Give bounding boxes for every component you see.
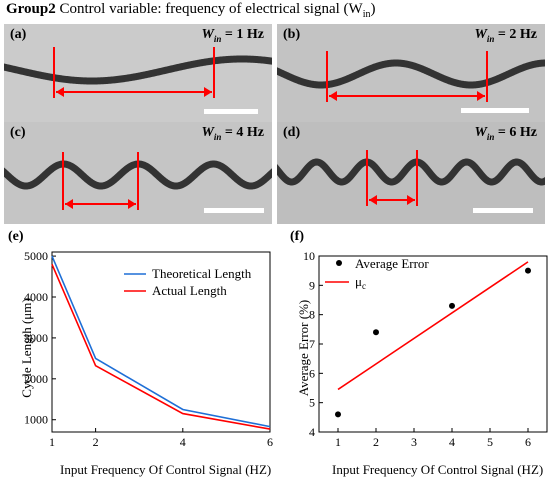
fit-line xyxy=(337,261,529,391)
w-value-a: = 1 Hz xyxy=(221,27,264,42)
chart-f-xtick-label: 3 xyxy=(411,435,417,449)
panel-label-d: (d) xyxy=(283,125,301,140)
chart-f-plot-frame xyxy=(318,255,548,433)
micrograph-panel-c: (c) Win = 4 Hz xyxy=(4,122,272,224)
scatter-point xyxy=(373,329,379,336)
micrograph-panel-b: (b) Win = 2 Hz xyxy=(277,24,545,126)
chart-e-ylabel: Cycle Length (μm) xyxy=(19,298,34,398)
chart-f-ytick-label: 7 xyxy=(309,337,315,351)
legend-label-fit: μc xyxy=(355,274,366,291)
micrograph-panel-d: (d) Win = 6 Hz xyxy=(277,122,545,224)
chart-label-f: (f) xyxy=(290,229,304,244)
frequency-label-a: Win = 1 Hz xyxy=(201,27,264,44)
scale-bar-2 xyxy=(204,208,264,213)
w-sub-c: in xyxy=(213,131,222,142)
scatter-point xyxy=(335,411,341,418)
w-value-d: = 6 Hz xyxy=(494,125,537,140)
arrowhead-left-0 xyxy=(56,87,64,97)
fiber-0 xyxy=(4,55,272,85)
fiber-drawing-c xyxy=(4,152,272,213)
panel-label-b: (b) xyxy=(283,27,301,42)
chart-e-xtick-label: 1 xyxy=(49,435,55,449)
series-line-theoretical xyxy=(51,255,271,428)
chart-e-ytick-label: 5000 xyxy=(24,249,48,263)
chart-e-xtick-label: 2 xyxy=(93,435,99,449)
frequency-label-d: Win = 6 Hz xyxy=(474,125,537,142)
scatter-point xyxy=(525,267,531,274)
chart-f-ylabel: Average Error (%) xyxy=(296,299,311,397)
arrowhead-left-1 xyxy=(329,91,337,101)
chart-e-xtick-label: 4 xyxy=(180,435,186,449)
figure-title-group: Group2 xyxy=(6,1,56,17)
chart-f-ytick-label: 8 xyxy=(309,308,315,322)
w-sub-b: in xyxy=(486,33,495,44)
chart-f-ytick-label: 9 xyxy=(309,278,315,292)
micrograph-panel-a: (a) Win = 1 Hz xyxy=(4,24,272,126)
scale-bar-3 xyxy=(473,208,533,213)
chart-e-ytick-label: 1000 xyxy=(24,413,48,427)
w-symbol-d: W xyxy=(474,125,487,140)
legend-label-0: Theoretical Length xyxy=(152,266,252,281)
legend-label-1: Actual Length xyxy=(152,283,227,298)
series-line-actual xyxy=(51,263,271,430)
figure-title: Group2 Control variable: frequency of el… xyxy=(6,1,375,20)
w-value-c: = 4 Hz xyxy=(221,125,264,140)
scale-bar-0 xyxy=(204,109,258,114)
figure-title-close: ) xyxy=(370,1,376,17)
scale-bar-1 xyxy=(461,108,529,113)
chart-f-xtick-label: 2 xyxy=(373,435,379,449)
arrowhead-right-2 xyxy=(128,199,136,209)
arrowhead-right-1 xyxy=(477,91,485,101)
arrowhead-left-2 xyxy=(65,199,73,209)
figure-title-sub: in xyxy=(362,9,371,20)
chart-f-ytick-label: 6 xyxy=(309,366,315,380)
frequency-label-b: Win = 2 Hz xyxy=(474,27,537,44)
w-symbol-a: W xyxy=(201,27,214,42)
w-sub-a: in xyxy=(213,33,222,44)
panel-label-c: (c) xyxy=(10,125,26,140)
chart-e-plot-frame xyxy=(51,251,271,433)
scatter-point xyxy=(449,302,455,309)
average-error-chart: 1 2 3 4 5 6 4 5 6 7 8 9 10 Average Error μc xyxy=(303,249,548,449)
chart-f-xtick-label: 1 xyxy=(335,435,341,449)
arrowhead-right-3 xyxy=(407,195,415,205)
chart-e-xtick-label: 6 xyxy=(267,435,273,449)
chart-e-ytick-label: 3000 xyxy=(24,331,48,345)
frequency-label-c: Win = 4 Hz xyxy=(201,125,264,142)
legend-label-average-error: Average Error xyxy=(355,256,429,271)
figure-title-text: Control variable: frequency of electrica… xyxy=(55,1,363,17)
fiber-drawing-a xyxy=(4,47,272,114)
arrowhead-right-0 xyxy=(204,87,212,97)
w-sub-d: in xyxy=(486,131,495,142)
arrowhead-left-3 xyxy=(369,195,377,205)
fiber-1 xyxy=(277,59,545,89)
legend-dot xyxy=(336,260,342,266)
fiber-drawing-b xyxy=(277,51,545,113)
chart-f-xlabel: Input Frequency Of Control Signal (HZ) xyxy=(332,462,544,477)
w-value-b: = 2 Hz xyxy=(494,27,537,42)
chart-f-ytick-label: 4 xyxy=(309,425,315,439)
chart-e-ytick-label: 2000 xyxy=(24,372,48,386)
chart-f-xtick-label: 5 xyxy=(487,435,493,449)
fiber-3 xyxy=(277,158,545,186)
chart-f-ytick-label: 5 xyxy=(309,396,315,410)
fiber-drawing-d xyxy=(277,150,545,213)
w-symbol-c: W xyxy=(201,125,214,140)
chart-label-e: (e) xyxy=(8,229,24,244)
w-symbol-b: W xyxy=(474,27,487,42)
chart-f-xtick-label: 6 xyxy=(525,435,531,449)
panel-label-a: (a) xyxy=(10,27,27,42)
chart-e-xlabel: Input Frequency Of Control Signal (HZ) xyxy=(60,462,272,477)
chart-e-ytick-label: 4000 xyxy=(24,290,48,304)
cycle-length-chart: 1 2 4 6 1000 2000 3000 4000 5000 Theoretical Leng… xyxy=(24,249,273,449)
chart-f-xtick-label: 4 xyxy=(449,435,455,449)
chart-f-ytick-label: 10 xyxy=(303,249,315,263)
